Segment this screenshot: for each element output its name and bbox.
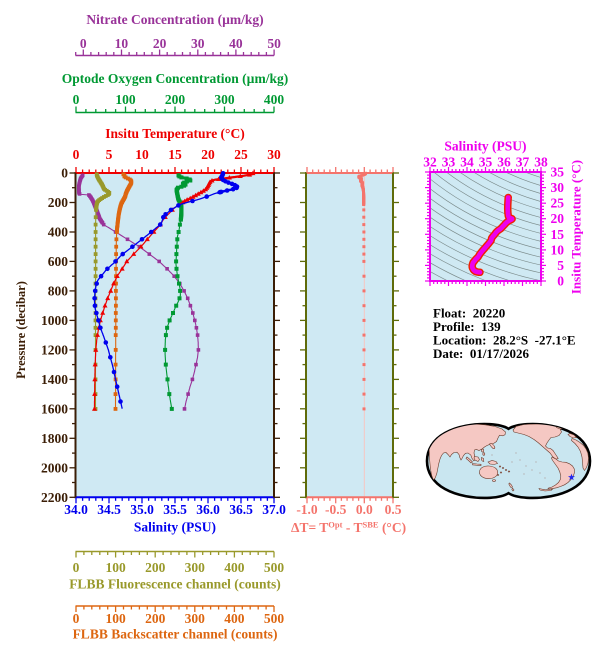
svg-text:300: 300 xyxy=(185,560,206,575)
svg-text:20: 20 xyxy=(551,211,565,226)
svg-text:0: 0 xyxy=(73,147,80,162)
svg-text:36: 36 xyxy=(497,155,511,170)
svg-text:10: 10 xyxy=(115,36,129,51)
svg-text:200: 200 xyxy=(145,560,166,575)
svg-text:0: 0 xyxy=(73,611,80,626)
svg-text:200: 200 xyxy=(48,195,69,210)
svg-text:36.5: 36.5 xyxy=(229,502,253,517)
svg-text:400: 400 xyxy=(224,560,245,575)
svg-text:5: 5 xyxy=(106,147,113,162)
svg-text:Salinity (PSU): Salinity (PSU) xyxy=(444,139,526,154)
svg-text:25: 25 xyxy=(551,196,565,211)
svg-text:400: 400 xyxy=(264,92,285,107)
svg-text:1000: 1000 xyxy=(41,313,68,328)
svg-text:10: 10 xyxy=(551,242,565,257)
svg-text:36.0: 36.0 xyxy=(196,502,220,517)
svg-text:Date: 01/17/2026: Date: 01/17/2026 xyxy=(433,346,530,361)
svg-text:0: 0 xyxy=(73,92,80,107)
svg-text:5: 5 xyxy=(557,258,564,273)
svg-text:500: 500 xyxy=(264,611,285,626)
svg-text:400: 400 xyxy=(48,225,69,240)
svg-text:500: 500 xyxy=(264,560,285,575)
svg-text:0.5: 0.5 xyxy=(385,502,402,517)
svg-text:15: 15 xyxy=(168,147,182,162)
svg-text:30: 30 xyxy=(551,180,565,195)
svg-text:1800: 1800 xyxy=(41,431,68,446)
svg-text:100: 100 xyxy=(115,92,136,107)
svg-text:200: 200 xyxy=(165,92,186,107)
svg-text:30: 30 xyxy=(267,147,281,162)
svg-text:34.0: 34.0 xyxy=(64,502,88,517)
svg-text:2000: 2000 xyxy=(41,460,68,475)
svg-text:Profile: 139: Profile: 139 xyxy=(433,319,501,334)
svg-text:200: 200 xyxy=(145,611,166,626)
svg-text:20: 20 xyxy=(153,36,167,51)
svg-text:100: 100 xyxy=(105,560,126,575)
svg-text:38: 38 xyxy=(534,155,548,170)
svg-text:30: 30 xyxy=(191,36,205,51)
svg-text:35: 35 xyxy=(551,165,565,180)
svg-text:FLBB Fluorescence channel (cou: FLBB Fluorescence channel (counts) xyxy=(69,577,281,592)
svg-text:40: 40 xyxy=(229,36,243,51)
svg-text:34: 34 xyxy=(460,155,474,170)
svg-text:ΔT= TOpt - TSBE (°C): ΔT= TOpt - TSBE (°C) xyxy=(291,520,406,536)
svg-text:Float: 20220: Float: 20220 xyxy=(433,306,505,321)
svg-text:10: 10 xyxy=(135,147,149,162)
svg-text:Nitrate Concentration (µm/kg): Nitrate Concentration (µm/kg) xyxy=(86,12,263,27)
svg-text:100: 100 xyxy=(105,611,126,626)
svg-text:800: 800 xyxy=(48,283,69,298)
svg-text:0: 0 xyxy=(61,166,68,181)
svg-text:35: 35 xyxy=(479,155,493,170)
svg-text:2200: 2200 xyxy=(41,490,68,505)
svg-text:0: 0 xyxy=(73,560,80,575)
svg-text:1400: 1400 xyxy=(41,372,68,387)
svg-text:Insitu Temperature (°C): Insitu Temperature (°C) xyxy=(569,160,584,294)
svg-text:37: 37 xyxy=(516,155,530,170)
svg-text:Insitu Temperature (°C): Insitu Temperature (°C) xyxy=(105,126,244,141)
svg-text:0: 0 xyxy=(80,36,87,51)
svg-text:Salinity (PSU): Salinity (PSU) xyxy=(134,520,216,535)
svg-text:-0.5: -0.5 xyxy=(325,502,347,517)
svg-text:33: 33 xyxy=(442,155,456,170)
svg-text:37.0: 37.0 xyxy=(262,502,286,517)
svg-text:35.0: 35.0 xyxy=(130,502,154,517)
svg-text:FLBB Backscatter channel (coun: FLBB Backscatter channel (counts) xyxy=(73,627,278,642)
svg-text:25: 25 xyxy=(234,147,248,162)
svg-text:1600: 1600 xyxy=(41,401,68,416)
svg-text:Location: 28.2°S -27.1°E: Location: 28.2°S -27.1°E xyxy=(433,333,576,348)
svg-text:Pressure (decibar): Pressure (decibar) xyxy=(14,281,28,379)
svg-text:1200: 1200 xyxy=(41,342,68,357)
svg-text:-1.0: -1.0 xyxy=(296,502,318,517)
svg-text:0: 0 xyxy=(557,274,564,289)
svg-text:34.5: 34.5 xyxy=(97,502,121,517)
svg-text:15: 15 xyxy=(551,227,565,242)
svg-text:20: 20 xyxy=(201,147,215,162)
svg-text:32: 32 xyxy=(423,155,437,170)
svg-text:600: 600 xyxy=(48,254,69,269)
svg-text:400: 400 xyxy=(224,611,245,626)
svg-text:50: 50 xyxy=(267,36,281,51)
svg-text:0.0: 0.0 xyxy=(356,502,373,517)
svg-text:Optode Oxygen Concentration (µ: Optode Oxygen Concentration (µm/kg) xyxy=(62,71,288,86)
svg-text:300: 300 xyxy=(185,611,206,626)
svg-text:35.5: 35.5 xyxy=(163,502,187,517)
svg-text:300: 300 xyxy=(214,92,235,107)
